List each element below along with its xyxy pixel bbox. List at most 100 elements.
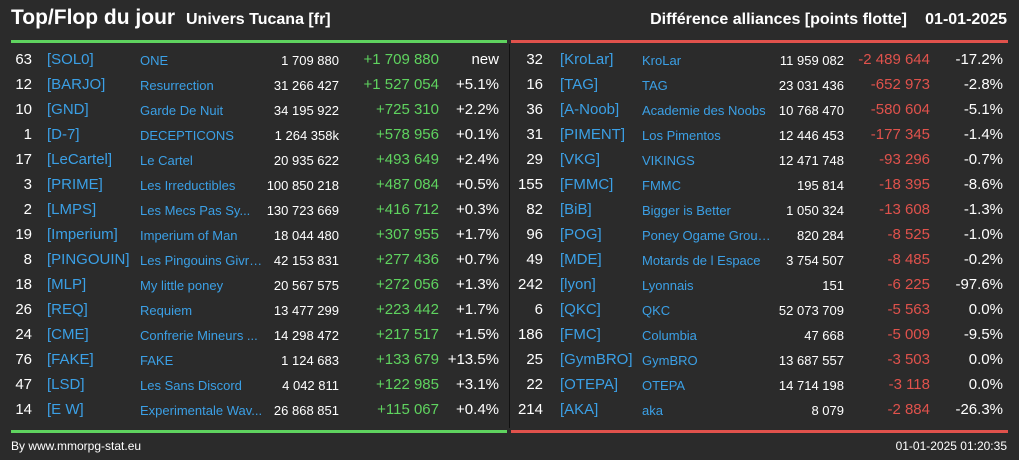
alliance-tag-link[interactable]: [CME] [47, 326, 89, 343]
alliance-row: 47 [LSD] Les Sans Discord 4 042 811 +122 985… [0, 372, 509, 397]
alliance-points: 3 754 507 [786, 253, 844, 268]
alliance-tag-link[interactable]: [KroLar] [560, 51, 614, 68]
alliance-points: 34 195 922 [273, 103, 339, 118]
header: Top/Flop du jour Univers Tucana [fr] Dif… [0, 0, 1019, 40]
percent-change: -97.6% [955, 276, 1003, 293]
alliance-row: 82 [BiB] Bigger is Better 1 050 324 -13 608-… [511, 197, 1019, 222]
alliance-tag-link[interactable]: [PINGOUIN] [47, 251, 130, 268]
ranking-date: 01-01-2025 [925, 11, 1007, 28]
points-difference: +217 517 [376, 326, 439, 343]
alliance-tag-link[interactable]: [Imperium] [47, 226, 118, 243]
alliance-rank: 36 [526, 101, 543, 118]
percent-change: +1.3% [456, 276, 499, 293]
alliance-tag-link[interactable]: [E W] [47, 401, 84, 418]
alliance-tag-link[interactable]: [SOL0] [47, 51, 94, 68]
points-difference: -18 395 [879, 176, 930, 193]
alliance-tag-link[interactable]: [BARJO] [47, 76, 106, 93]
alliance-rank: 18 [15, 276, 32, 293]
points-difference: +122 985 [376, 376, 439, 393]
alliance-rank: 6 [534, 301, 543, 318]
alliance-rank: 186 [517, 326, 543, 343]
alliance-rank: 63 [15, 51, 32, 68]
alliance-points: 13 687 557 [778, 353, 844, 368]
alliance-rank: 8 [23, 251, 32, 268]
points-difference: +578 956 [376, 126, 439, 143]
alliance-points: 820 284 [797, 228, 844, 243]
alliance-rank: 32 [526, 51, 543, 68]
percent-change: -8.6% [963, 176, 1003, 193]
alliance-row: 96 [POG] Poney Ogame Groupe 820 284 -8 525 -1… [511, 222, 1019, 247]
alliance-points: 52 073 709 [778, 303, 844, 318]
percent-change: -1.0% [963, 226, 1003, 243]
alliance-tag-link[interactable]: [D-7] [47, 126, 80, 143]
center-divider [509, 44, 510, 428]
alliance-tag-link[interactable]: [TAG] [560, 76, 599, 93]
alliance-tag-link[interactable]: [QKC] [560, 301, 601, 318]
percent-change: +1.7% [456, 301, 499, 318]
percent-change: -0.7% [963, 151, 1003, 168]
alliance-row: 8 [PINGOUIN] Les Pingouins Givre... 42 153 … [0, 247, 509, 272]
alliance-row: 31 [PIMENT] Los Pimentos 12 446 453 -177 345… [511, 122, 1019, 147]
alliance-tag-link[interactable]: [PRIME] [47, 176, 103, 193]
alliance-points: 1 264 358k [274, 128, 339, 143]
alliance-tag-link[interactable]: [AKA] [560, 401, 599, 418]
percent-change: +0.7% [456, 251, 499, 268]
alliance-rank: 26 [15, 301, 32, 318]
alliance-row: 49 [MDE] Motards de l Espace 3 754 507 -8 48… [511, 247, 1019, 272]
alliance-tag-link[interactable]: [OTEPA] [560, 376, 619, 393]
alliance-tag-link[interactable]: [LeCartel] [47, 151, 113, 168]
alliance-tag-link[interactable]: [REQ] [47, 301, 88, 318]
alliance-tag-link[interactable]: [FAKE] [47, 351, 94, 368]
alliance-row: 36 [A-Noob] Academie des Noobs 10 768 470 -5… [511, 97, 1019, 122]
points-difference: +133 679 [376, 351, 439, 368]
percent-change: +0.5% [456, 176, 499, 193]
alliance-row: 63 [SOL0] ONE 1 709 880 +1 709 880 new [0, 47, 509, 72]
percent-change: new [471, 51, 499, 68]
percent-change: +2.2% [456, 101, 499, 118]
alliance-tag-link[interactable]: [MDE] [560, 251, 602, 268]
alliance-row: 1 [D-7] DECEPTICONS 1 264 358k +578 956 +0.1% [0, 122, 509, 147]
alliance-tag-link[interactable]: [PIMENT] [560, 126, 626, 143]
alliance-row: 17 [LeCartel] Le Cartel 20 935 622 +493 649 +… [0, 147, 509, 172]
alliance-tag-link[interactable]: [GND] [47, 101, 89, 118]
alliance-row: 18 [MLP] My little poney 20 567 575 +272 056… [0, 272, 509, 297]
alliance-tag-link[interactable]: [VKG] [560, 151, 601, 168]
alliance-tag-link[interactable]: [MLP] [47, 276, 87, 293]
alliance-points: 8 079 [811, 403, 844, 418]
alliance-points: 20 567 575 [273, 278, 339, 293]
alliance-points: 11 959 082 [779, 53, 844, 68]
alliance-tag-link[interactable]: [BiB] [560, 201, 592, 218]
alliance-points: 4 042 811 [282, 378, 339, 393]
page-title: Top/Flop du jour [11, 6, 176, 29]
top-gainers-list: 63 [SOL0] ONE 1 709 880 +1 709 880 new 12 [BARJ… [0, 47, 509, 422]
alliance-row: 6 [QKC] QKC 52 073 709 -5 563 0.0% [511, 297, 1019, 322]
top-divider-red [511, 40, 1008, 43]
alliance-row: 22 [OTEPA] OTEPA 14 714 198 -3 118 0.0% [511, 372, 1019, 397]
top-losers-list: 32 [KroLar] KroLar 11 959 082 -2 489 644 -17.… [511, 47, 1019, 422]
points-difference: -3 118 [888, 376, 930, 393]
alliance-tag-link[interactable]: [GymBRO] [560, 351, 633, 368]
percent-change: +0.4% [456, 401, 499, 418]
alliance-points: 12 446 453 [778, 128, 844, 143]
alliance-row: 12 [BARJO] Resurrection 31 266 427 +1 527 05… [0, 72, 509, 97]
percent-change: -1.4% [963, 126, 1003, 143]
alliance-tag-link[interactable]: [FMC] [560, 326, 601, 343]
alliance-tag-link[interactable]: [FMMC] [560, 176, 614, 193]
alliance-tag-link[interactable]: [POG] [560, 226, 602, 243]
alliance-tag-link[interactable]: [A-Noob] [560, 101, 620, 118]
alliance-tag-link[interactable]: [LMPS] [47, 201, 97, 218]
percent-change: +1.5% [456, 326, 499, 343]
alliance-rank: 155 [517, 176, 543, 193]
alliance-tag-link[interactable]: [LSD] [47, 376, 85, 393]
alliance-points: 14 714 198 [778, 378, 844, 393]
alliance-points: 47 668 [804, 328, 844, 343]
alliance-points: 1 050 324 [786, 203, 844, 218]
points-difference: +487 084 [376, 176, 439, 193]
percent-change: -17.2% [955, 51, 1003, 68]
percent-change: 0.0% [968, 351, 1003, 368]
alliance-rank: 16 [526, 76, 543, 93]
points-difference: -5 563 [887, 301, 930, 318]
alliance-tag-link[interactable]: [lyon] [560, 276, 596, 293]
alliance-rank: 82 [526, 201, 543, 218]
alliance-points: 14 298 472 [273, 328, 339, 343]
